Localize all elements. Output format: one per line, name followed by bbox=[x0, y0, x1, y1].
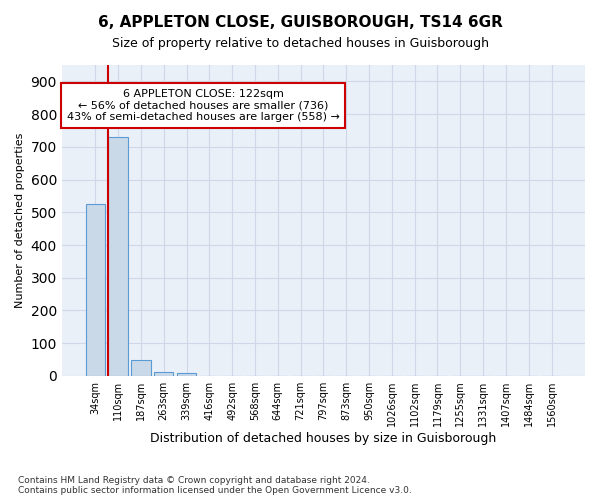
Bar bbox=[177, 374, 196, 376]
Bar bbox=[154, 372, 173, 376]
Bar bbox=[86, 204, 105, 376]
Text: 6, APPLETON CLOSE, GUISBOROUGH, TS14 6GR: 6, APPLETON CLOSE, GUISBOROUGH, TS14 6GR bbox=[98, 15, 502, 30]
Text: Contains HM Land Registry data © Crown copyright and database right 2024.
Contai: Contains HM Land Registry data © Crown c… bbox=[18, 476, 412, 495]
Bar bbox=[131, 360, 151, 376]
X-axis label: Distribution of detached houses by size in Guisborough: Distribution of detached houses by size … bbox=[150, 432, 497, 445]
Text: 6 APPLETON CLOSE: 122sqm
← 56% of detached houses are smaller (736)
43% of semi-: 6 APPLETON CLOSE: 122sqm ← 56% of detach… bbox=[67, 89, 340, 122]
Y-axis label: Number of detached properties: Number of detached properties bbox=[15, 133, 25, 308]
Bar bbox=[109, 137, 128, 376]
Text: Size of property relative to detached houses in Guisborough: Size of property relative to detached ho… bbox=[112, 38, 488, 51]
